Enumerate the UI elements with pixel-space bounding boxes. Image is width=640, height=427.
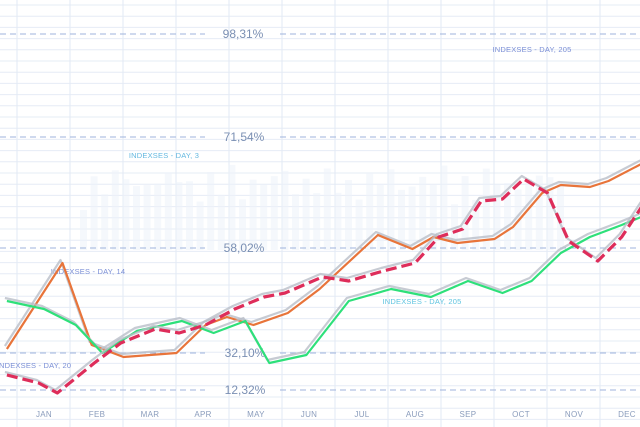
background-bar: [546, 177, 554, 250]
background-bar: [302, 178, 310, 250]
background-bars: [80, 164, 564, 250]
annotation-label: INDEXSES - DAY, 20: [0, 361, 71, 370]
x-tick-label: OCT: [512, 410, 530, 419]
y-axis: 98,31% 71,54% 58,02% 32,10% 12,32%: [0, 27, 640, 397]
background-bar: [281, 170, 289, 250]
annotation-label: INDEXSES - DAY, 205: [383, 297, 462, 306]
x-tick-label: DEC: [618, 410, 636, 419]
background-bar: [217, 194, 225, 250]
x-tick-label: JUN: [301, 410, 317, 419]
annotations: INDEXSES - DAY, 205 INDEXSES - DAY, 3 INDE…: [0, 45, 571, 370]
background-bar: [313, 193, 321, 250]
x-tick-label: MAR: [141, 410, 160, 419]
background-bar: [387, 169, 395, 250]
background-bar: [345, 180, 352, 250]
background-bar: [482, 168, 490, 250]
series-shadow: [4, 212, 640, 362]
background-bar: [493, 184, 501, 250]
x-tick-label: MAY: [247, 410, 265, 419]
background-bar: [334, 192, 342, 250]
background-bar: [90, 176, 98, 250]
background-bar: [419, 176, 427, 250]
series-path: [6, 177, 640, 395]
background-bar: [408, 186, 416, 250]
background-bar: [154, 183, 162, 250]
x-tick-label: AUG: [406, 410, 424, 419]
series-path: [5, 163, 640, 359]
background-bar: [376, 184, 384, 250]
background-bar: [355, 199, 363, 250]
y-tick-label: 12,32%: [225, 383, 266, 397]
background-bar: [80, 210, 87, 250]
background-bar: [111, 170, 119, 250]
background-bar: [133, 186, 140, 250]
x-axis: JAN FEB MAR APR MAY JUN JUL AUG SEP OCT NOV DEC: [36, 410, 636, 419]
y-tick-label: 32,10%: [225, 346, 266, 360]
background-bar: [196, 201, 204, 250]
background-bar: [504, 183, 511, 250]
annotation-label: INDEXSES - DAY, 205: [493, 45, 572, 54]
background-bar: [175, 182, 183, 250]
background-bar: [461, 176, 469, 250]
background-bar: [557, 183, 564, 250]
background-bar: [323, 168, 331, 250]
x-tick-label: JAN: [36, 410, 52, 419]
background-bar: [535, 175, 543, 250]
background-bar: [207, 172, 215, 250]
x-tick-label: APR: [194, 410, 211, 419]
background-bar: [122, 179, 130, 250]
background-bar: [228, 164, 236, 250]
series-line: [3, 159, 640, 359]
x-tick-label: NOV: [565, 410, 584, 419]
background-bar: [239, 199, 246, 250]
background-bar: [292, 194, 299, 250]
background-bar: [270, 176, 278, 250]
background-bar: [472, 199, 480, 250]
background-bar: [260, 184, 268, 250]
y-tick-label: 98,31%: [223, 27, 264, 41]
background-bar: [429, 184, 437, 250]
background-bar: [164, 172, 172, 250]
series-shadow: [3, 159, 640, 356]
background-bar: [101, 194, 109, 250]
series-line: [4, 174, 640, 395]
x-tick-label: SEP: [460, 410, 477, 419]
x-tick-label: JUL: [354, 410, 369, 419]
annotation-label: INDEXSES - DAY, 14: [51, 267, 126, 276]
y-tick-label: 58,02%: [224, 241, 265, 255]
background-bar: [440, 165, 448, 250]
background-bar: [186, 181, 193, 250]
x-tick-label: FEB: [89, 410, 105, 419]
background-bar: [249, 179, 257, 250]
background-bar: [143, 185, 151, 250]
y-tick-label: 71,54%: [224, 130, 265, 144]
background-bar: [366, 173, 374, 250]
background-bar: [398, 189, 405, 250]
annotation-label: INDEXSES - DAY, 3: [129, 151, 199, 160]
background-bar: [525, 179, 533, 250]
